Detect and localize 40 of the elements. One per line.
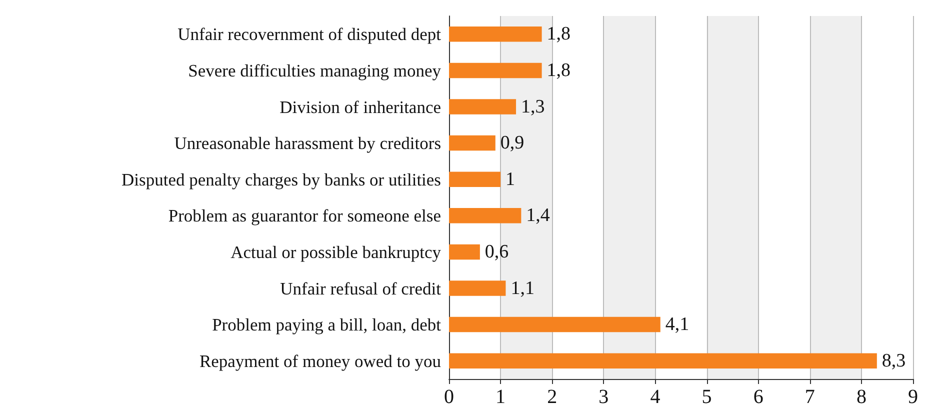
x-tick-label: 3	[598, 386, 609, 408]
x-tick-label: 9	[908, 386, 918, 408]
data-label: 1,1	[510, 278, 534, 299]
data-label: 1,4	[526, 205, 550, 226]
data-label: 1,3	[521, 96, 545, 118]
x-tick-label: 4	[650, 386, 660, 408]
bar	[449, 280, 506, 296]
data-label: 8,3	[882, 350, 906, 372]
x-tick-label: 5	[702, 386, 712, 408]
data-label: 1	[506, 168, 516, 190]
bar	[449, 135, 496, 151]
y-tick-label: Unfair recovernment of disputed dept	[178, 24, 442, 44]
y-tick-label: Disputed penalty charges by banks or utilities	[122, 169, 442, 190]
data-label: 0,9	[500, 132, 524, 154]
y-tick-label: Repayment of money owed to you	[199, 350, 442, 371]
data-label: 1,8	[546, 24, 571, 45]
bar	[449, 62, 542, 78]
bar	[449, 99, 516, 114]
data-label: 1,8	[546, 60, 571, 81]
x-tick-label: 0	[444, 386, 454, 408]
x-tick-label: 8	[856, 386, 866, 408]
y-tick-label: Actual or possible bankruptcy	[230, 242, 442, 262]
y-tick-label: Division of inheritance	[280, 96, 442, 117]
x-tick-label: 6	[753, 386, 764, 408]
bar	[449, 172, 501, 187]
bar	[449, 26, 542, 42]
bar	[449, 208, 522, 224]
y-tick-label: Severe difficulties managing money	[188, 60, 442, 80]
data-label: 4,1	[665, 314, 690, 336]
bar	[449, 353, 877, 368]
y-tick-label: Problem as guarantor for someone else	[168, 206, 442, 226]
bar	[449, 244, 480, 260]
x-tick-label: 7	[804, 386, 815, 408]
y-tick-label: Problem paying a bill, loan, debt	[212, 314, 442, 335]
x-tick-label: 2	[547, 386, 558, 408]
y-tick-label: Unreasonable harassment by creditors	[174, 133, 442, 154]
x-tick-label: 1	[496, 386, 506, 408]
data-label: 0,6	[484, 241, 509, 262]
y-tick-label: Unfair refusal of credit	[280, 278, 442, 298]
bar	[449, 316, 660, 332]
